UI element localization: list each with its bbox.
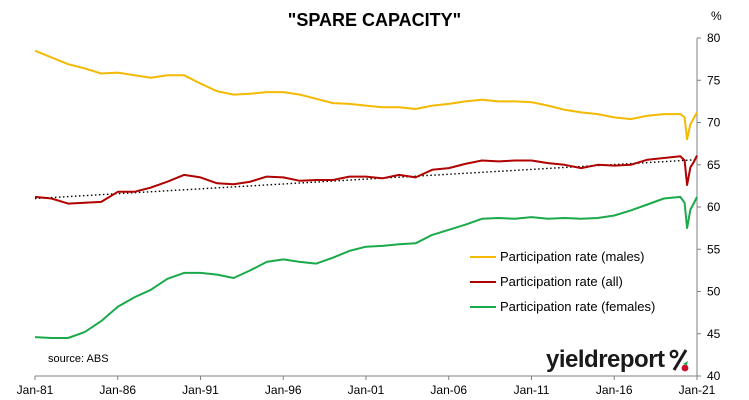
logo-text: yieldreport	[546, 346, 665, 373]
legend-label-males: Participation rate (males)	[500, 249, 645, 264]
source-note: source: ABS	[48, 353, 109, 365]
y-axis-unit-label: %	[711, 9, 722, 23]
legend-label-females: Participation rate (females)	[500, 299, 656, 314]
legend-swatch-all	[470, 280, 496, 283]
y-tick-label: 70	[707, 116, 721, 130]
y-tick-label: 75	[707, 73, 721, 87]
series-line-all	[34, 155, 698, 205]
chart-title: "SPARE CAPACITY"	[287, 10, 462, 30]
x-tick-label: Jan-91	[182, 383, 219, 397]
legend-swatch-males	[470, 255, 496, 258]
y-tick-label: 80	[707, 31, 721, 45]
series-line-males	[34, 49, 698, 141]
legend-swatch-females	[470, 305, 496, 308]
legend-item-all: Participation rate (all)	[470, 269, 655, 294]
legend-item-males: Participation rate (males)	[470, 244, 655, 269]
x-tick-label: Jan-01	[348, 383, 385, 397]
y-tick-label: 60	[707, 200, 721, 214]
y-tick-label: 55	[707, 242, 721, 256]
x-tick-label: Jan-11	[514, 383, 550, 397]
y-tick-label: 45	[707, 327, 721, 341]
x-tick-label: Jan-81	[17, 383, 54, 397]
yieldreport-logo: yieldreport	[546, 344, 691, 372]
y-tick-label: 40	[707, 369, 721, 383]
y-tick-label: 50	[707, 285, 721, 299]
y-tick-label: 65	[707, 158, 721, 172]
series-layer	[34, 49, 698, 339]
axes: 40 45 50 55 60 65 70 75 80 Jan-81 Jan-86 Jan-91 Jan-…	[17, 31, 721, 397]
legend-item-females: Participation rate (females)	[470, 294, 655, 319]
x-tick-label: Jan-86	[99, 383, 136, 397]
x-tick-label: Jan-96	[265, 383, 302, 397]
legend: Participation rate (males) Participation…	[470, 244, 655, 319]
series-line-females	[34, 195, 698, 339]
x-tick-label: Jan-06	[430, 383, 467, 397]
percent-logo-icon	[669, 349, 688, 372]
legend-label-all: Participation rate (all)	[500, 274, 623, 289]
x-tick-label: Jan-16	[596, 383, 633, 397]
x-tick-label: Jan-21	[679, 383, 716, 397]
